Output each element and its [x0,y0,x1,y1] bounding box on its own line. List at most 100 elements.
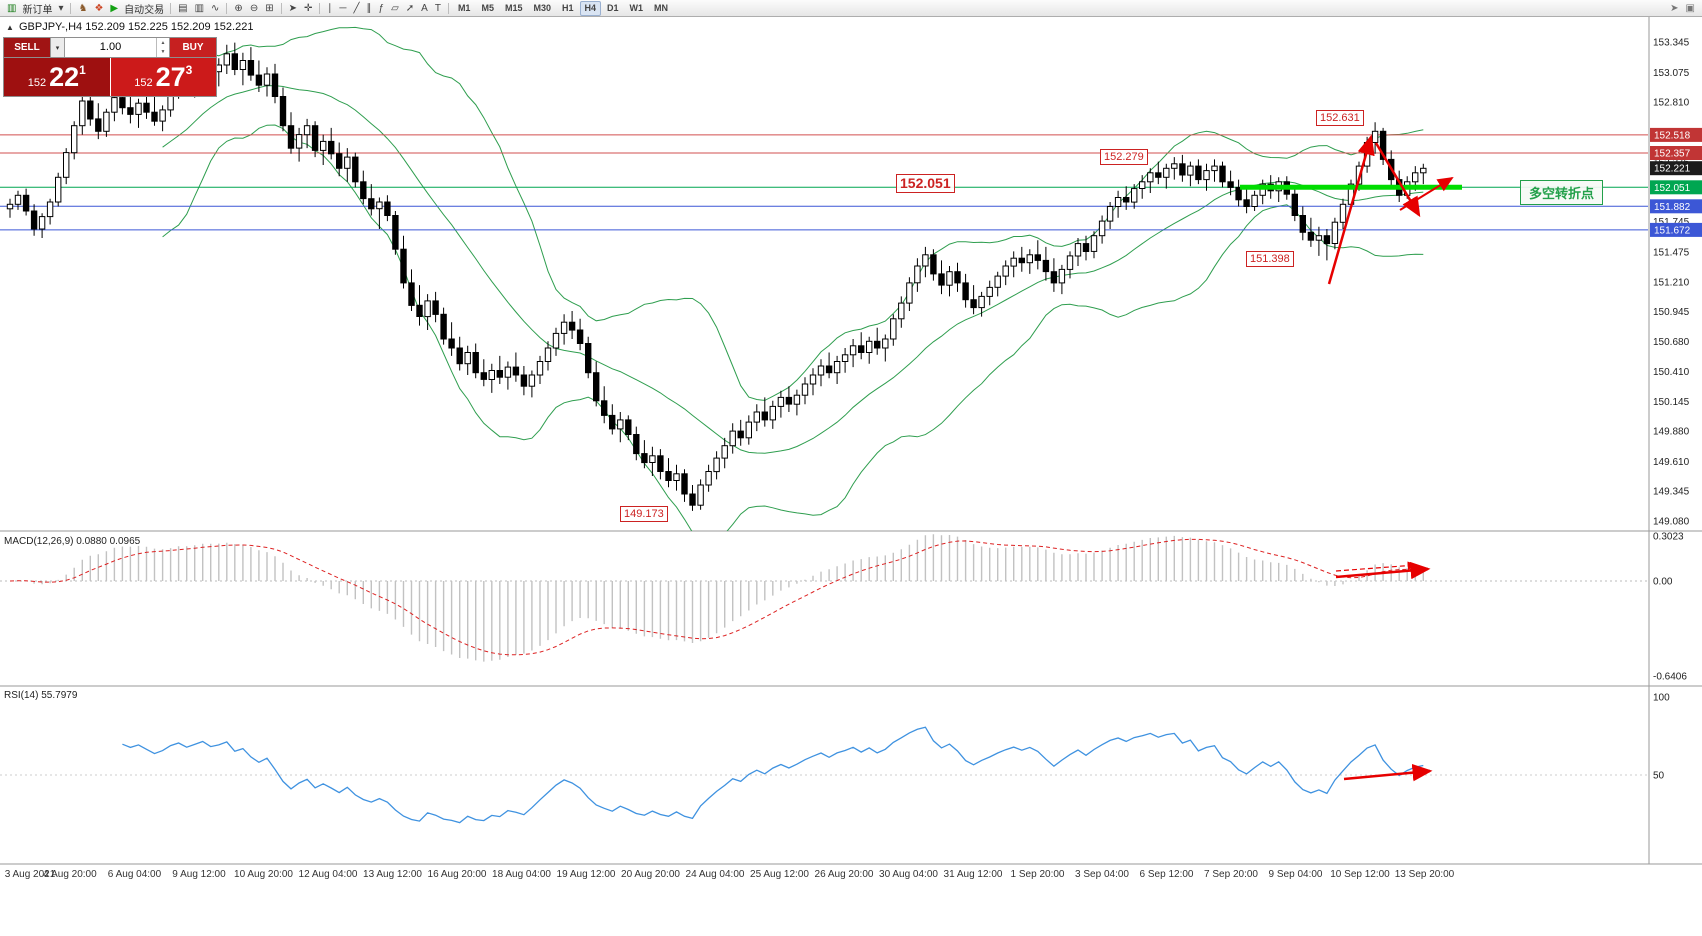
new-order-label[interactable]: 新订单 [22,4,53,16]
rsi-indicator [0,726,1648,824]
new-order-icon[interactable]: ▥ [7,2,17,14]
zoom-out-icon[interactable]: ⊖ [249,2,259,14]
svg-text:10 Aug 20:00: 10 Aug 20:00 [234,869,293,880]
price-axis[interactable]: 153.345153.075152.810152.275151.745151.4… [1653,38,1690,528]
svg-text:26 Aug 20:00: 26 Aug 20:00 [815,869,874,880]
svg-text:20 Aug 20:00: 20 Aug 20:00 [621,869,680,880]
text-icon[interactable]: A [421,2,428,14]
line-chart-icon[interactable]: ∿ [211,2,220,14]
turning-point-note[interactable]: 多空转折点 [1520,180,1604,205]
shapes-icon[interactable]: ▱ [391,2,399,14]
svg-text:100: 100 [1653,693,1670,704]
tile-windows-icon[interactable]: ⊞ [265,2,274,14]
bar-chart-icon[interactable]: ▤ [178,2,188,14]
svg-text:1 Sep 20:00: 1 Sep 20:00 [1011,869,1065,880]
market-icon[interactable]: ♞ [78,2,88,14]
timeframe-m15[interactable]: M15 [504,2,523,13]
sell-button[interactable]: SELL [4,38,50,57]
ohlc-quote-values: 152.209 152.225 152.209 152.221 [85,21,254,33]
timeframe-m30[interactable]: M30 [533,2,551,13]
timeframe-m5[interactable]: M5 [481,2,494,13]
price-label[interactable]: 152.631 [1316,110,1364,126]
svg-text:152.221: 152.221 [1654,164,1691,175]
toolbar-separator [226,2,228,14]
timeframe-h1[interactable]: H1 [562,2,574,13]
svg-text:6 Aug 04:00: 6 Aug 04:00 [108,869,162,880]
svg-text:149.345: 149.345 [1653,487,1690,498]
toolbar-separator [70,2,72,14]
trendline-icon[interactable]: ╱ [353,2,360,14]
promo-icon[interactable]: ❖ [94,2,104,14]
price-label[interactable]: 152.051 [896,174,955,193]
candle-chart-icon[interactable]: ▥ [194,2,205,14]
timeframe-mn[interactable]: MN [654,2,669,13]
svg-text:25 Aug 12:00: 25 Aug 12:00 [750,869,809,880]
svg-text:9 Aug 12:00: 9 Aug 12:00 [172,869,226,880]
svg-text:149.880: 149.880 [1653,427,1690,438]
sell-price-pips: 22 [49,61,80,92]
svg-text:150.945: 150.945 [1653,307,1690,318]
timeframe-w1[interactable]: W1 [629,2,644,13]
svg-text:153.075: 153.075 [1653,68,1690,79]
svg-text:151.475: 151.475 [1653,248,1690,259]
channel-icon[interactable]: ∥ [366,2,372,14]
volume-decrease-button[interactable]: ▼ [160,49,166,56]
volume-input[interactable]: 1.00 [99,41,122,53]
autotrading-label[interactable]: 自动交易 [124,4,165,16]
horizontal-line-icon[interactable]: ─ [339,2,347,14]
svg-text:0.3023: 0.3023 [1653,532,1684,543]
new-order-caret-icon[interactable]: ▾ [58,2,64,14]
bollinger-bands [162,26,1424,531]
price-label[interactable]: 151.398 [1246,251,1294,267]
macd-indicator [0,534,1648,662]
toolbar-separator [280,2,282,14]
toolbar-separator [447,2,449,14]
arrows-tool-icon[interactable]: ➚ [405,2,415,14]
timeframe-m1[interactable]: M1 [457,2,471,13]
volume-box: 1.00 ▲ ▼ [65,38,170,57]
svg-text:0.00: 0.00 [1653,577,1673,588]
symbol-timeframe-label: GBPJPY-,H4 [18,21,83,33]
buy-price-pips: 27 [155,61,186,92]
price-label[interactable]: 149.173 [620,506,668,522]
fibonacci-icon[interactable]: ƒ [378,2,385,14]
svg-text:13 Aug 12:00: 13 Aug 12:00 [363,869,422,880]
svg-text:3 Sep 04:00: 3 Sep 04:00 [1075,869,1129,880]
svg-text:150.410: 150.410 [1653,367,1690,378]
svg-text:-0.6406: -0.6406 [1653,672,1687,683]
svg-text:150.680: 150.680 [1653,337,1690,348]
sell-price-button[interactable]: 152 22 1 [4,58,110,96]
trend-arrows[interactable] [1327,134,1454,782]
autotrading-icon[interactable]: ▶ [110,2,119,14]
svg-text:149.080: 149.080 [1653,517,1690,528]
buy-button[interactable]: BUY [170,38,216,57]
svg-text:6 Sep 12:00: 6 Sep 12:00 [1140,869,1194,880]
svg-text:13 Sep 20:00: 13 Sep 20:00 [1395,869,1455,880]
crosshair-icon[interactable]: ✛ [303,2,313,14]
macd-axis: 0.3023 0.00 -0.6406 [1653,532,1687,683]
chart-shift-icon[interactable]: ➤ [1670,2,1679,14]
svg-text:153.345: 153.345 [1653,38,1690,49]
timeframe-h4[interactable]: H4 [579,0,602,16]
vertical-line-icon[interactable]: ∣ [327,2,333,14]
buy-price-prefix: 152 [134,77,153,89]
order-options-caret-icon[interactable]: ▾ [50,38,65,57]
svg-text:50: 50 [1653,771,1665,782]
buy-price-button[interactable]: 152 27 3 [110,58,216,96]
volume-increase-button[interactable]: ▲ [160,39,166,46]
svg-text:9 Sep 04:00: 9 Sep 04:00 [1269,869,1323,880]
svg-text:18 Aug 04:00: 18 Aug 04:00 [492,869,551,880]
text-label-icon[interactable]: T [434,2,441,14]
svg-text:152.357: 152.357 [1654,149,1691,160]
main-toolbar: ▥ 新订单 ▾ ♞ ❖ ▶ 自动交易 ▤ ▥ ∿ ⊕ ⊖ ⊞ ➤ ✛ ∣ ─ ╱ ∥ ƒ ▱ ➚ A T M1 M5 M15 M30 H… [0,0,1702,17]
timeframe-d1[interactable]: D1 [607,2,619,13]
zoom-in-icon[interactable]: ⊕ [234,2,243,14]
arrange-windows-icon[interactable]: ▣ [1685,2,1695,14]
price-label[interactable]: 152.279 [1100,149,1148,165]
svg-text:150.145: 150.145 [1653,397,1690,408]
chart-symbol-ohlc: ▲ GBPJPY-,H4 152.209 152.225 152.209 152… [6,21,253,33]
one-click-trading-panel: SELL ▾ 1.00 ▲ ▼ BUY 152 22 1 152 27 3 [3,37,217,97]
cursor-icon[interactable]: ➤ [288,2,297,14]
